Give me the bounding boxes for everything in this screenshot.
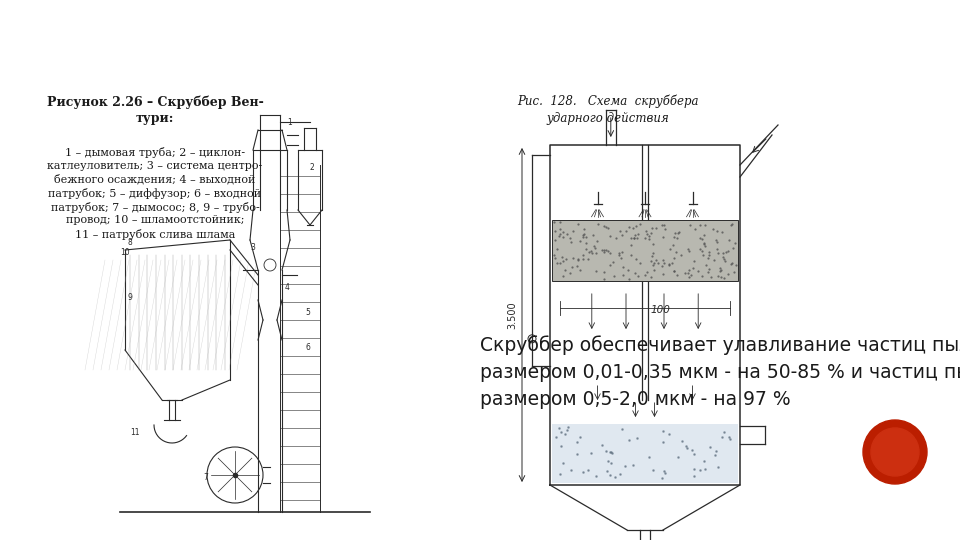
Text: 8: 8 [128,238,132,247]
Text: Рисунок 2.26 – Скруббер Вен-
тури:: Рисунок 2.26 – Скруббер Вен- тури: [47,96,263,125]
Bar [552,424,738,483]
Text: 100: 100 [650,305,670,315]
Text: 7: 7 [203,473,208,482]
Text: 3: 3 [250,243,254,252]
Text: 6: 6 [305,343,310,352]
Text: 1: 1 [288,118,293,127]
Circle shape [863,420,927,484]
Text: 11: 11 [130,428,139,437]
Text: 9: 9 [128,293,132,302]
Bar [552,220,738,281]
Circle shape [871,428,919,476]
Text: 10: 10 [120,248,130,257]
Text: 4: 4 [285,283,290,292]
Text: 1 – дымовая труба; 2 – циклон-
катлеуловитель; 3 – система центро-
бежного осажд: 1 – дымовая труба; 2 – циклон- катлеулов… [47,147,263,240]
Text: 2: 2 [310,163,315,172]
Text: 3.500: 3.500 [507,301,517,329]
Text: Рис.  128.   Схема  скруббера
ударного действия: Рис. 128. Схема скруббера ударного дейст… [517,94,699,125]
Text: 5: 5 [305,308,310,317]
Text: Скруббер обеспечивает улавливание частиц пыли
размером 0,01-0,35 мкм - на 50-85 : Скруббер обеспечивает улавливание частиц… [480,335,960,409]
